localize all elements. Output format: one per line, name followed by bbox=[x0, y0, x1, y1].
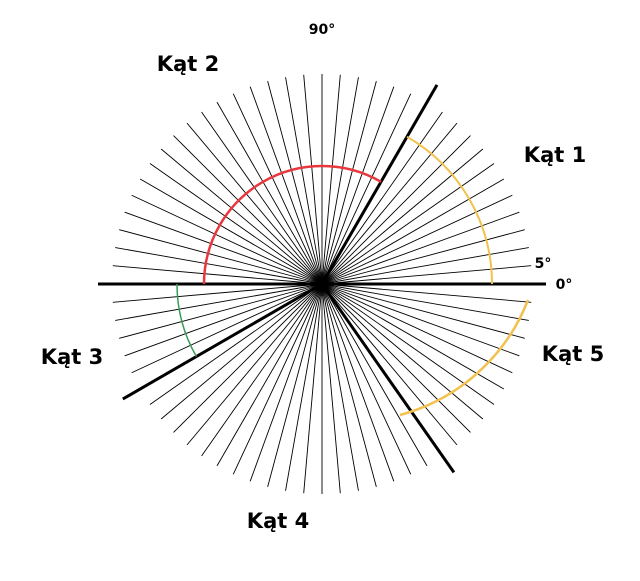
ray bbox=[321, 81, 377, 285]
angle-arm bbox=[320, 84, 439, 285]
ray bbox=[321, 178, 505, 285]
ray bbox=[232, 93, 323, 285]
ray bbox=[124, 211, 323, 285]
ray bbox=[321, 283, 505, 390]
angle-label: Kąt 4 bbox=[247, 509, 309, 533]
degree-label: 90° bbox=[309, 22, 335, 38]
angle-label: Kąt 3 bbox=[41, 345, 103, 369]
ray bbox=[321, 148, 484, 285]
ray bbox=[160, 283, 323, 420]
ray bbox=[115, 283, 323, 321]
ray bbox=[149, 283, 323, 405]
ray bbox=[321, 211, 520, 285]
ray bbox=[139, 178, 323, 285]
ray bbox=[321, 283, 395, 482]
ray bbox=[321, 283, 513, 374]
ray bbox=[321, 111, 443, 285]
degree-label: 0° bbox=[556, 277, 573, 293]
ray bbox=[186, 122, 323, 285]
angle-label: Kąt 5 bbox=[542, 342, 604, 366]
degree-label: 5° bbox=[535, 256, 552, 272]
ray bbox=[201, 283, 323, 457]
ray bbox=[112, 265, 323, 285]
ray bbox=[321, 283, 412, 475]
ray bbox=[112, 283, 323, 303]
ray bbox=[131, 283, 323, 374]
ray bbox=[321, 135, 471, 285]
ray bbox=[321, 283, 484, 420]
ray bbox=[232, 283, 323, 475]
ray bbox=[321, 283, 525, 339]
ray bbox=[249, 283, 323, 482]
ray bbox=[321, 122, 458, 285]
rays bbox=[98, 74, 546, 494]
ray bbox=[321, 283, 520, 357]
ray bbox=[321, 283, 428, 467]
arc-angle-2 bbox=[202, 164, 382, 285]
ray bbox=[303, 283, 323, 494]
ray bbox=[186, 283, 323, 446]
ray bbox=[267, 283, 323, 487]
angle-arm bbox=[122, 282, 323, 401]
angle-label: Kąt 2 bbox=[157, 52, 219, 76]
ray bbox=[321, 93, 412, 285]
ray bbox=[201, 111, 323, 285]
angle-arm bbox=[320, 283, 456, 474]
ray bbox=[131, 194, 323, 285]
ray bbox=[285, 77, 323, 285]
ray bbox=[321, 283, 471, 433]
ray bbox=[249, 86, 323, 285]
ray bbox=[119, 229, 323, 285]
ray bbox=[303, 74, 323, 285]
ray bbox=[267, 81, 323, 285]
ray bbox=[216, 101, 323, 285]
arc-angle-1 bbox=[406, 135, 493, 285]
ray bbox=[321, 283, 532, 303]
ray bbox=[119, 283, 323, 339]
arc-angle-3 bbox=[176, 283, 198, 357]
ray bbox=[321, 77, 359, 285]
ray bbox=[321, 283, 341, 494]
ray bbox=[321, 247, 529, 285]
ray bbox=[321, 283, 359, 491]
ray bbox=[124, 283, 323, 357]
ray bbox=[321, 283, 529, 321]
ray bbox=[149, 163, 323, 285]
ray bbox=[160, 148, 323, 285]
ray bbox=[321, 86, 395, 285]
ray bbox=[115, 247, 323, 285]
ray bbox=[321, 283, 377, 487]
ray bbox=[321, 283, 458, 446]
ray bbox=[321, 194, 513, 285]
ray bbox=[321, 74, 341, 285]
ray bbox=[285, 283, 323, 491]
ray bbox=[173, 283, 323, 433]
arc-angle-5 bbox=[399, 299, 530, 417]
ray bbox=[321, 229, 525, 285]
ray bbox=[321, 265, 532, 285]
ray bbox=[321, 163, 495, 285]
ray bbox=[216, 283, 323, 467]
ray bbox=[173, 135, 323, 285]
angle-label: Kąt 1 bbox=[524, 143, 586, 167]
